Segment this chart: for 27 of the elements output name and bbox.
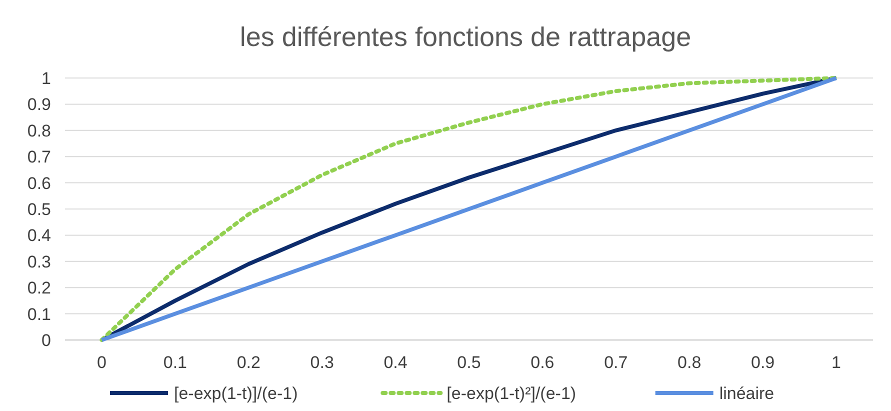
x-tick-label: 0.6 — [530, 353, 554, 372]
x-tick-label: 0.5 — [457, 353, 481, 372]
y-tick-label: 0.3 — [27, 252, 51, 272]
x-tick-label: 0.8 — [678, 353, 702, 372]
y-tick-label: 0.8 — [27, 121, 51, 140]
y-tick-label: 0 — [42, 330, 51, 350]
x-tick-label: 0.3 — [310, 353, 334, 372]
y-tick-label: 1 — [42, 68, 51, 88]
y-tick-label: 0.1 — [27, 304, 51, 324]
y-tick-label: 0.5 — [27, 200, 51, 219]
legend-label: [e-exp(1-t)]/(e-1) — [174, 384, 298, 403]
x-tick-label: 0.4 — [384, 353, 408, 372]
x-tick-label: 0.2 — [236, 353, 260, 372]
y-tick-label: 0.6 — [27, 174, 51, 193]
legend-label: [e-exp(1-t)²]/(e-1) — [446, 384, 576, 403]
line-series — [100, 76, 838, 342]
chart-title: les différentes fonctions de rattrapage — [240, 22, 692, 52]
y-tick-label: 0.2 — [27, 278, 51, 298]
y-tick-label: 0.7 — [27, 148, 51, 167]
y-tick-label: 0.4 — [27, 226, 51, 246]
x-tick-label: 1 — [832, 353, 842, 372]
y-tick-label: 0.9 — [27, 95, 51, 114]
x-tick-label: 0.7 — [604, 353, 628, 372]
x-tick-label: 0.1 — [163, 353, 187, 372]
x-tick-label: 0.9 — [751, 353, 775, 372]
legend-label: linéaire — [719, 384, 774, 403]
x-tick-label: 0 — [96, 353, 106, 372]
